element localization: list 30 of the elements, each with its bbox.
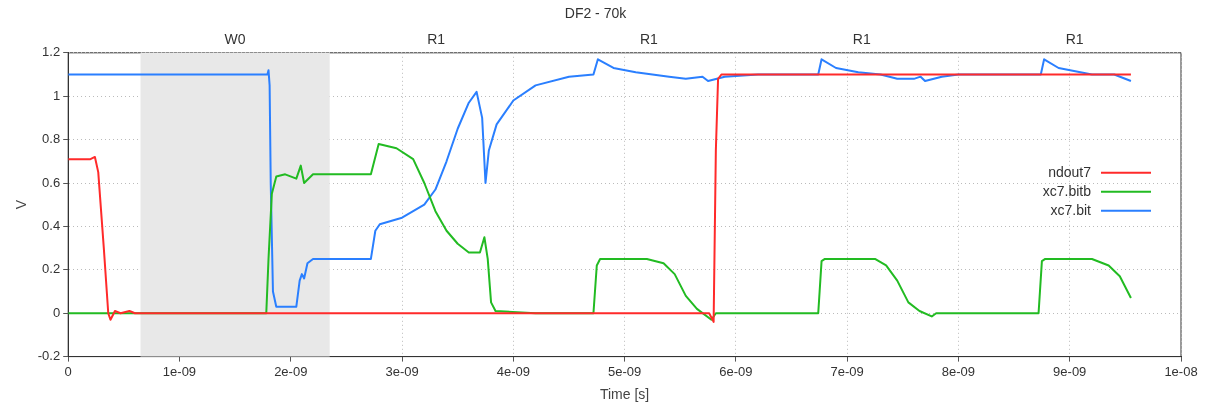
x-tick-label: 1e-09 bbox=[162, 363, 197, 379]
x-tick-label: 9e-09 bbox=[1053, 363, 1087, 379]
x-tick-label: 1e-08 bbox=[1164, 363, 1198, 379]
text: R1 bbox=[852, 30, 871, 47]
chart-title: DF2 - 70k bbox=[564, 5, 628, 22]
y-tick-label: 1.2 bbox=[42, 44, 61, 60]
text: R1 bbox=[427, 30, 446, 47]
y-axis-title: V bbox=[13, 199, 30, 210]
y-tick-label: 0.2 bbox=[42, 261, 61, 277]
y-tick-label: -0.2 bbox=[37, 348, 61, 364]
x-tick-label: 0 bbox=[64, 363, 72, 379]
band-label: W0 bbox=[224, 30, 246, 47]
x-tick-label: 2e-09 bbox=[274, 363, 308, 379]
x-tick-label: 8e-09 bbox=[941, 363, 976, 379]
x-tick-label: 3e-09 bbox=[385, 363, 419, 379]
y-tick-label: 0 bbox=[52, 304, 61, 320]
y-tick-label: 0.4 bbox=[42, 217, 61, 233]
y-tick-label: 0.6 bbox=[42, 174, 61, 190]
x-tick-label: 6e-09 bbox=[719, 363, 753, 379]
y-tick-label: 1 bbox=[52, 87, 61, 103]
x-axis-title: Time [s] bbox=[599, 386, 650, 403]
legend-label: ndout7 bbox=[1048, 163, 1092, 180]
x-tick-label: 7e-09 bbox=[830, 363, 864, 379]
text: R1 bbox=[1065, 30, 1084, 47]
legend-label: xc7.bitb bbox=[1042, 182, 1092, 199]
y-tick-label: 0.8 bbox=[42, 131, 61, 147]
x-tick-label: 5e-09 bbox=[607, 363, 642, 379]
x-tick-label: 4e-09 bbox=[496, 363, 530, 379]
text: R1 bbox=[639, 30, 659, 47]
legend-label: xc7.bit bbox=[1050, 201, 1092, 218]
